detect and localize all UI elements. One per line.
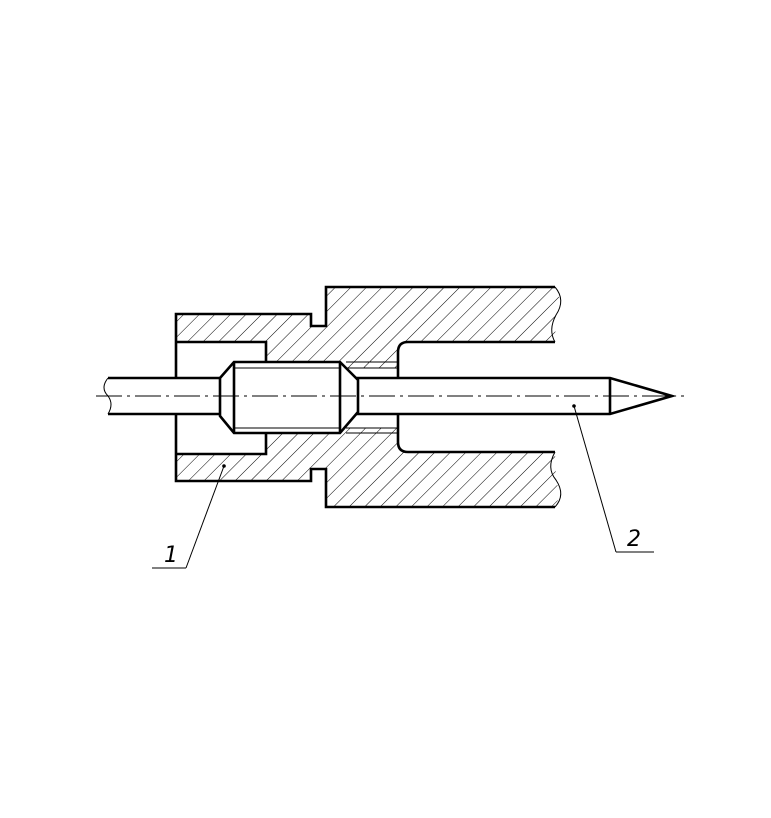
leader-line-1 xyxy=(185,465,225,569)
bushing-thread-lines xyxy=(234,367,340,429)
break-line-top xyxy=(551,286,562,343)
housing-outline-top xyxy=(174,285,555,342)
break-line-bottom xyxy=(550,451,562,508)
housing-thread-lines xyxy=(346,361,398,434)
threaded-bushing xyxy=(218,360,360,435)
callout-label-1: 1 xyxy=(164,543,178,568)
housing-cavity-front xyxy=(174,340,268,456)
rod-outline xyxy=(108,376,677,416)
housing-inner-bore xyxy=(396,340,555,454)
housing-section xyxy=(174,285,562,509)
callout-1: 1 xyxy=(152,464,226,569)
callout-label-2: 2 xyxy=(627,527,641,552)
housing-top-hatch xyxy=(176,287,560,368)
bushing-chamfer-lines xyxy=(232,362,342,433)
housing-outline-bottom xyxy=(174,454,555,509)
callout-2: 2 xyxy=(572,404,654,553)
housing-bottom-hatch xyxy=(176,428,560,507)
leader-line-2 xyxy=(573,405,617,553)
